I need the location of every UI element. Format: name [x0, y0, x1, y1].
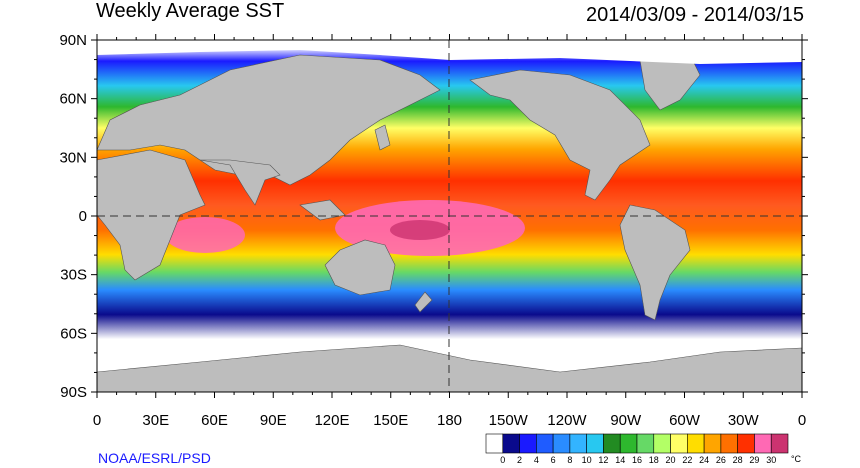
- colorbar-tick-label: 6: [551, 455, 556, 465]
- hot-spot: [390, 220, 450, 240]
- colorbar-swatch: [653, 433, 671, 454]
- colorbar-tick-label: 2: [517, 455, 522, 465]
- colorbar-tick-label: 22: [682, 455, 692, 465]
- colorbar-tick-label: 29: [749, 455, 759, 465]
- colorbar-tick-label: 10: [582, 455, 592, 465]
- axes: 90N 60N 30N 0 30S 60S 90S 0 30E 60E 90E 120E 150E 180…: [59, 32, 808, 429]
- x-tick-label: 120W: [547, 412, 587, 429]
- x-tick-label: 120E: [314, 412, 349, 429]
- colorbar-swatch: [737, 433, 755, 454]
- x-tick-label: 180: [437, 412, 462, 429]
- x-tick-label: 60W: [669, 412, 701, 429]
- colorbar-tick-label: 0: [500, 455, 505, 465]
- x-tick-label: 0: [93, 412, 101, 429]
- colorbar-tick-label: 20: [666, 455, 676, 465]
- indonesia: [299, 199, 346, 221]
- y-tick-label: 90S: [60, 384, 87, 401]
- colorbar-swatch: [569, 433, 587, 454]
- x-tick-label: 30E: [142, 412, 169, 429]
- colorbar-swatch: [720, 433, 738, 454]
- colorbar-swatch: [770, 433, 789, 454]
- colorbar-swatch: [619, 433, 638, 454]
- colorbar-tick-label: 8: [567, 455, 572, 465]
- x-tick-label: 0: [798, 412, 806, 429]
- colorbar-swatch: [502, 433, 520, 454]
- x-tick-label: 150E: [373, 412, 408, 429]
- colorbar-swatch: [687, 433, 705, 454]
- x-tick-label: 60E: [201, 412, 228, 429]
- colorbar-swatch: [754, 433, 772, 454]
- colorbar-swatch: [703, 433, 722, 454]
- colorbar-tick-label: 14: [615, 455, 625, 465]
- x-tick-label: 90W: [610, 412, 642, 429]
- africa: [97, 149, 206, 281]
- colorbar-tick-label: 24: [699, 455, 709, 465]
- colorbar-tick-label: 28: [733, 455, 743, 465]
- colorbar-swatch: [636, 433, 655, 454]
- colorbar-tick-label: 12: [598, 455, 608, 465]
- y-tick-label: 0: [79, 208, 87, 225]
- colorbar-tick-label: 18: [649, 455, 659, 465]
- y-tick-label: 30N: [59, 149, 87, 166]
- australia: [324, 239, 396, 296]
- colorbar: 0 2 4 6 8 10 12 14 16 18 20 22 24 26 28 29 30 °C: [485, 433, 802, 465]
- colorbar-swatch: [519, 433, 537, 454]
- colorbar-unit: °C: [791, 454, 802, 464]
- x-tick-label: 90E: [260, 412, 287, 429]
- new-zealand: [414, 291, 433, 313]
- colorbar-tick-label: 4: [534, 455, 539, 465]
- india: [199, 159, 281, 206]
- warm-pool-indian: [165, 217, 245, 253]
- colorbar-tick-label: 16: [632, 455, 642, 465]
- colorbar-swatch: [670, 433, 688, 454]
- date-range: 2014/03/09 - 2014/03/15: [586, 4, 804, 26]
- credit-text: NOAA/ESRL/PSD: [98, 450, 211, 466]
- y-tick-label: 60S: [60, 325, 87, 342]
- colorbar-swatch: [485, 433, 504, 454]
- y-tick-label: 90N: [59, 32, 87, 49]
- x-tick-label: 30W: [728, 412, 760, 429]
- colorbar-tick-label: 26: [716, 455, 726, 465]
- north-america: [469, 69, 651, 201]
- eurasia: [97, 54, 441, 196]
- colorbar-swatch: [552, 433, 571, 454]
- y-tick-label: 60N: [59, 91, 87, 108]
- south-america: [619, 204, 691, 321]
- map-title: Weekly Average SST: [96, 0, 285, 22]
- colorbar-swatch: [603, 433, 621, 454]
- arctic-ice: [97, 40, 802, 64]
- colorbar-swatch: [586, 433, 604, 454]
- y-tick-label: 30S: [60, 267, 87, 284]
- colorbar-swatch: [536, 433, 554, 454]
- japan: [374, 124, 391, 151]
- x-tick-label: 150W: [489, 412, 529, 429]
- colorbar-tick-label: 30: [766, 455, 776, 465]
